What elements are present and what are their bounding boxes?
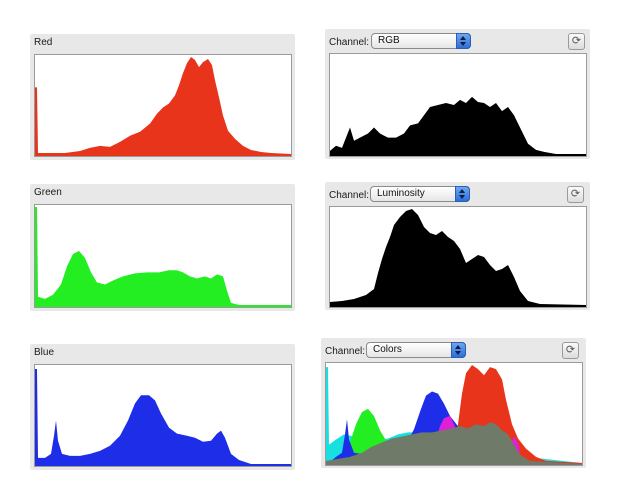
colors-histogram-panel: Channel: Colors ⟳ [321, 338, 586, 468]
blue-histogram-graph [34, 364, 292, 467]
overlap-gray-area [326, 422, 582, 465]
green-histogram-graph [34, 204, 292, 308]
luminosity-histogram-chart [330, 209, 586, 307]
red-panel-title: Red [34, 37, 53, 48]
rgb-histogram-chart [330, 96, 586, 156]
luminosity-channel-select-value: Luminosity [377, 188, 425, 199]
colors-channel-label: Channel: [325, 346, 366, 357]
blue-panel-title: Blue [34, 347, 55, 358]
green-histogram-area [35, 207, 291, 307]
rgb-histogram-graph [329, 53, 587, 157]
blue-histogram-panel: Blue [30, 344, 295, 470]
green-panel-title: Green [34, 187, 62, 198]
rgb-histogram-area [330, 96, 586, 156]
red-histogram-graph [34, 54, 292, 157]
colors-channel-select[interactable]: Colors [366, 342, 466, 358]
luminosity-histogram-panel: Channel: Luminosity ⟳ [325, 182, 590, 310]
green-histogram-panel: Green [30, 184, 295, 311]
luminosity-histogram-graph [329, 206, 587, 308]
red-histogram-panel: Red [30, 34, 295, 160]
luminosity-channel-select[interactable]: Luminosity [370, 186, 470, 202]
refresh-icon[interactable]: ⟳ [568, 33, 585, 50]
red-channel-area [326, 365, 582, 465]
green-histogram-chart [35, 207, 291, 307]
stepper-arrows-icon [455, 186, 470, 202]
stepper-arrows-icon [456, 33, 471, 49]
stepper-arrows-icon [451, 342, 466, 358]
red-histogram-area [35, 57, 291, 156]
colors-channel-select-value: Colors [373, 344, 402, 355]
colors-histogram-graph [325, 362, 583, 466]
luminosity-histogram-area [330, 209, 586, 307]
blue-histogram-area [35, 369, 291, 466]
refresh-icon[interactable]: ⟳ [567, 186, 584, 203]
blue-histogram-chart [35, 369, 291, 466]
rgb-channel-label: Channel: [329, 37, 370, 48]
rgb-histogram-panel: Channel: RGB ⟳ [325, 29, 590, 159]
rgb-channel-select-value: RGB [378, 35, 400, 46]
luminosity-channel-label: Channel: [329, 190, 370, 201]
red-histogram-chart [35, 57, 291, 156]
colors-histogram-chart [326, 365, 582, 465]
refresh-icon[interactable]: ⟳ [562, 342, 579, 359]
rgb-channel-select[interactable]: RGB [371, 33, 471, 49]
